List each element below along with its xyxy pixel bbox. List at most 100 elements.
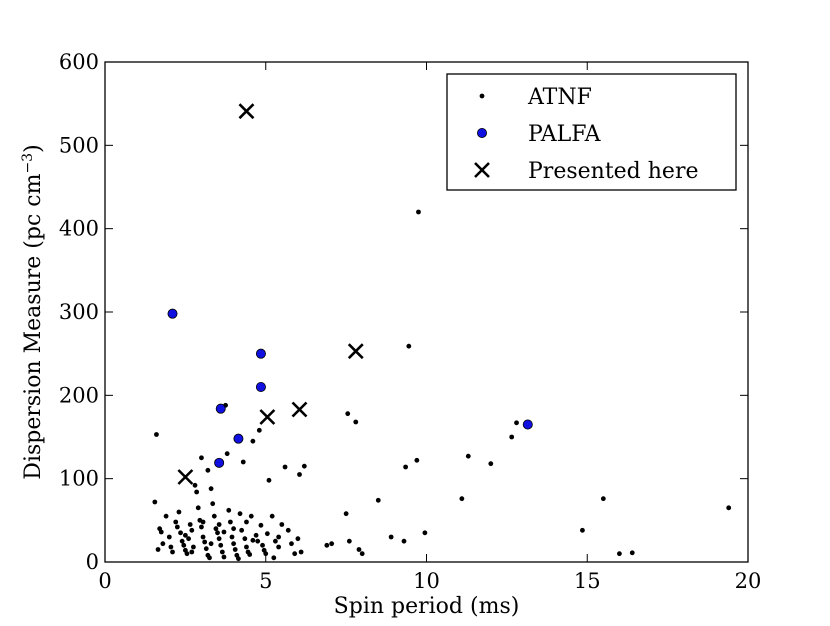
point-atnf [208,541,214,547]
point-atnf [301,463,307,469]
point-atnf [231,526,237,532]
point-atnf [154,432,159,437]
point-atnf [173,519,179,525]
point-palfa [214,457,225,468]
point-atnf [264,531,270,537]
point-presented-here [291,401,308,418]
point-atnf [266,477,272,483]
point-atnf [155,547,161,552]
point-atnf [459,496,465,502]
point-atnf [163,513,169,519]
point-atnf [295,536,301,542]
y-tick-label: 200 [59,383,99,407]
point-atnf [285,527,291,533]
point-atnf [174,524,180,530]
point-palfa [215,403,226,414]
point-atnf [240,459,246,465]
point-atnf [244,544,249,550]
point-atnf [182,532,188,538]
point-atnf [353,419,359,425]
point-atnf [224,451,230,457]
point-atnf [232,547,238,552]
point-atnf [216,536,222,542]
point-atnf [184,551,190,557]
point-atnf [263,551,269,557]
point-atnf [343,511,349,517]
point-atnf [199,524,204,530]
point-atnf [297,472,302,477]
point-atnf [253,532,259,538]
point-atnf [276,544,282,550]
point-atnf [403,464,409,470]
point-atnf [229,534,235,540]
y-axis-title-superscript: −3 [20,153,36,174]
point-atnf [279,522,285,527]
point-presented-here [177,469,194,485]
point-atnf [248,513,254,519]
legend-marker-presented-here [474,162,490,178]
y-tick-label: 300 [59,300,99,324]
point-presented-here [259,409,276,425]
legend: ATNF PALFA Presented here [446,73,737,191]
point-atnf [329,541,335,547]
y-axis-title-main: Dispersion Measure (pc cm [21,173,46,479]
point-atnf [189,549,195,555]
point-atnf [514,420,519,426]
point-atnf [247,552,253,557]
point-atnf [271,555,277,561]
point-atnf [205,467,211,473]
point-atnf [242,536,248,542]
point-atnf [158,529,164,535]
point-atnf [269,513,275,519]
point-atnf [203,546,209,552]
x-tick-label: 10 [413,569,440,593]
point-palfa [522,419,533,430]
point-atnf [216,522,222,527]
point-atnf [231,541,237,547]
point-atnf [726,505,732,511]
point-atnf [221,529,227,535]
point-atnf [160,541,166,547]
point-presented-here [238,103,255,120]
point-atnf [406,343,412,349]
point-palfa [167,308,178,319]
point-atnf [255,538,261,544]
point-atnf [189,527,195,533]
x-axis-title: Spin period (ms) [334,594,520,619]
point-atnf [239,527,245,533]
point-atnf [488,461,494,467]
point-atnf [629,550,635,556]
point-atnf [237,511,243,517]
point-atnf [170,549,175,555]
point-atnf [298,549,304,555]
point-atnf [152,499,158,505]
x-tick-label: 20 [735,569,762,593]
point-atnf [213,526,219,532]
point-atnf [359,551,365,557]
point-atnf [465,453,471,459]
x-tick-label: 5 [259,569,272,593]
y-tick-label: 100 [59,467,99,491]
point-atnf [256,427,262,433]
y-tick-label: 600 [59,50,99,74]
point-atnf [219,549,225,555]
point-atnf [218,542,224,548]
point-atnf [345,411,351,417]
legend-marker-atnf [479,93,485,99]
point-atnf [580,527,585,533]
point-atnf [401,538,407,544]
point-atnf [289,541,294,547]
point-atnf [258,522,264,528]
point-atnf [600,496,606,502]
legend-marker-palfa [476,127,487,138]
point-atnf [215,530,220,536]
y-tick-label: 400 [59,217,99,241]
y-tick-label: 0 [86,550,99,574]
y-axis-title: Dispersion Measure (pc cm−3) [20,144,46,479]
point-atnf [221,554,227,560]
point-atnf [166,534,172,540]
x-tick-label: 15 [574,569,601,593]
point-atnf [422,530,428,536]
data-points [152,103,732,562]
